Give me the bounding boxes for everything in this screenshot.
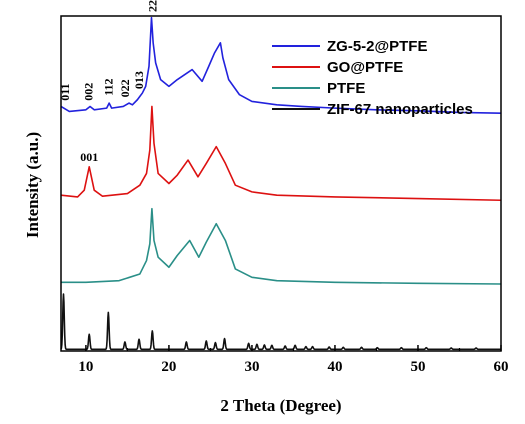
series-line-1 xyxy=(60,105,502,202)
x-axis: 10 20 30 40 50 60 xyxy=(78,345,509,375)
x-tick-label: 60 xyxy=(494,359,509,375)
plot-frame xyxy=(60,15,502,352)
legend-label: PTFE xyxy=(327,80,365,97)
legend-label: ZG-5-2@PTFE xyxy=(327,38,427,55)
x-axis-title: 2 Theta (Degree) xyxy=(220,396,341,415)
peak-label: 013 xyxy=(132,71,146,89)
legend: ZG-5-2@PTFE GO@PTFE PTFE ZIF-67 nanoparticl… xyxy=(272,38,473,118)
series-layer xyxy=(60,16,502,351)
legend-label: GO@PTFE xyxy=(327,59,403,76)
y-axis-title: Intensity (a.u.) xyxy=(23,132,42,238)
series-line-0 xyxy=(60,16,502,114)
x-tick-label: 40 xyxy=(327,359,342,375)
peak-label: 002 xyxy=(81,83,95,101)
x-tick-label: 10 xyxy=(78,359,93,375)
x-tick-label: 20 xyxy=(161,359,176,375)
peak-label: 001 xyxy=(80,150,98,164)
peak-label: 112 xyxy=(101,78,115,95)
x-tick-label: 50 xyxy=(410,359,425,375)
peak-label: 222 xyxy=(145,0,159,12)
legend-label: ZIF-67 nanoparticles xyxy=(327,101,473,118)
x-tick-label: 30 xyxy=(244,359,259,375)
series-line-2 xyxy=(61,207,502,285)
series-line-3 xyxy=(60,293,502,351)
peak-label: 022 xyxy=(118,79,132,97)
